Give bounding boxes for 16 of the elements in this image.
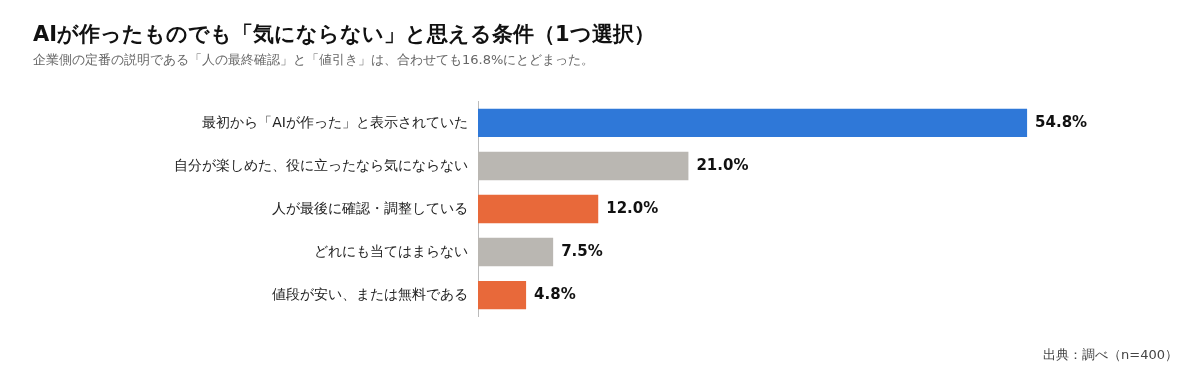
source-note: 出典：調べ（n=400） xyxy=(1043,346,1178,364)
data-label: 7.5% xyxy=(561,241,603,260)
y-tick-label: 人が最後に確認・調整している xyxy=(272,199,468,216)
y-tick-label: 最初から「AIが作った」と表示されていた xyxy=(202,113,468,130)
bar xyxy=(478,280,527,310)
y-tick-label: どれにも当てはまらない xyxy=(314,242,468,259)
bar xyxy=(478,108,1028,138)
chart-title: AIが作ったものでも「気にならない」と思える条件（1つ選択） xyxy=(33,21,655,48)
y-tick-label: 値段が安い、または無料である xyxy=(272,285,468,302)
data-label: 4.8% xyxy=(534,284,576,303)
data-label: 12.0% xyxy=(606,198,659,217)
bar xyxy=(478,194,599,224)
y-tick-label: 自分が楽しめた、役に立ったなら気にならない xyxy=(174,156,468,173)
text: 企業側の定番の説明である「人の最終確認」と「値引き」は、合わせても16.8%にとどまった。 xyxy=(33,51,595,69)
data-label: 21.0% xyxy=(696,155,749,174)
data-label: 54.8% xyxy=(1035,112,1088,131)
